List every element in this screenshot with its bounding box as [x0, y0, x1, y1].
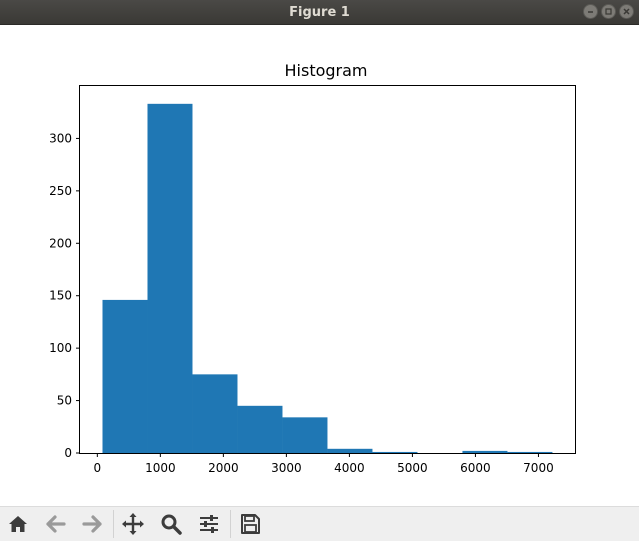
close-icon — [623, 8, 630, 15]
forward-icon — [82, 515, 102, 533]
histogram-bar — [507, 451, 553, 453]
configure-subplots-button[interactable] — [194, 509, 224, 539]
chart-title: Histogram — [285, 61, 368, 80]
x-tick-label: 3000 — [271, 461, 302, 475]
x-tick-label: 4000 — [334, 461, 365, 475]
figure-canvas[interactable]: Histogram 0 1000 2000 3000 4000 5000 6000 7000 … — [0, 25, 639, 506]
x-tick-label: 5000 — [397, 461, 428, 475]
save-icon — [241, 514, 260, 534]
histogram-bar — [282, 417, 328, 453]
histogram-bar — [192, 374, 238, 453]
back-icon — [46, 515, 66, 533]
window-title: Figure 1 — [289, 5, 350, 20]
minimize-button[interactable] — [583, 4, 598, 19]
back-button[interactable] — [41, 509, 71, 539]
toolbar-separator — [113, 510, 114, 538]
navigation-toolbar — [0, 506, 639, 541]
y-tick-label: 250 — [49, 184, 72, 198]
zoom-icon — [161, 514, 182, 535]
histogram-bar — [102, 299, 148, 453]
save-button[interactable] — [235, 509, 265, 539]
x-tick-label: 0 — [94, 461, 102, 475]
toolbar-separator — [230, 510, 231, 538]
home-button[interactable] — [3, 509, 33, 539]
bars-group — [102, 103, 553, 453]
histogram-chart: Histogram 0 1000 2000 3000 4000 5000 6000 7000 … — [49, 61, 576, 475]
histogram-bar — [462, 450, 508, 453]
zoom-button[interactable] — [156, 509, 186, 539]
pan-icon — [122, 513, 144, 535]
x-axis-ticks: 0 1000 2000 3000 4000 5000 6000 7000 — [94, 453, 554, 475]
y-tick-label: 0 — [64, 446, 72, 460]
histogram-bar — [147, 103, 193, 453]
plot-frame — [79, 85, 576, 454]
histogram-bar — [372, 451, 418, 453]
y-tick-label: 150 — [49, 289, 72, 303]
home-icon — [9, 516, 27, 532]
x-tick-label: 7000 — [523, 461, 554, 475]
minimize-icon — [588, 11, 593, 13]
x-tick-label: 1000 — [145, 461, 176, 475]
y-axis-ticks: 0 50 100 150 200 250 300 — [49, 131, 80, 460]
pan-button[interactable] — [118, 509, 148, 539]
histogram-bar — [237, 405, 283, 453]
configure-subplots-icon — [200, 515, 218, 533]
x-tick-label: 6000 — [460, 461, 491, 475]
x-tick-label: 2000 — [208, 461, 239, 475]
y-tick-label: 100 — [49, 341, 72, 355]
y-tick-label: 300 — [49, 131, 72, 145]
y-tick-label: 50 — [57, 394, 72, 408]
forward-button[interactable] — [77, 509, 107, 539]
close-button[interactable] — [619, 4, 634, 19]
histogram-bar — [327, 448, 373, 453]
maximize-button[interactable] — [601, 4, 616, 19]
window-titlebar[interactable]: Figure 1 — [0, 0, 639, 25]
maximize-icon — [605, 8, 612, 15]
y-tick-label: 200 — [49, 236, 72, 250]
